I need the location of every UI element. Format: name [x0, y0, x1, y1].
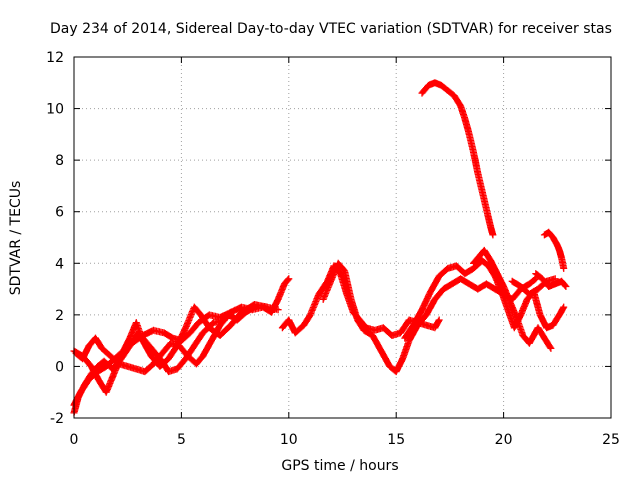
data-series — [401, 257, 568, 342]
series-markers — [401, 257, 568, 342]
x-tick-label: 15 — [387, 432, 405, 448]
y-tick-label: 0 — [55, 359, 64, 375]
x-tick-label: 25 — [602, 432, 620, 448]
x-axis-label: GPS time / hours — [281, 458, 398, 474]
y-tick-label: 4 — [55, 256, 64, 272]
y-tick-label: 2 — [55, 308, 64, 324]
data-points — [70, 79, 570, 417]
chart-title: Day 234 of 2014, Sidereal Day-to-day VTE… — [50, 21, 612, 37]
y-axis-label: SDTVAR / TECUs — [8, 181, 24, 296]
series-markers — [508, 275, 559, 298]
data-series — [319, 259, 540, 376]
series-markers — [470, 246, 555, 352]
x-tick-label: 20 — [495, 432, 513, 448]
data-series — [540, 228, 568, 272]
x-tick-label: 0 — [70, 432, 79, 448]
y-tick-label: -2 — [50, 411, 64, 427]
y-tick-label: 10 — [46, 102, 64, 118]
y-tick-label: 12 — [46, 50, 64, 66]
axes: 0 5 10 15 20 25 -2 0 2 4 6 8 10 12 — [46, 50, 620, 448]
x-tick-label: 5 — [177, 432, 186, 448]
x-tick-label: 10 — [280, 432, 298, 448]
data-series — [508, 275, 559, 298]
y-tick-label: 6 — [55, 205, 64, 221]
grid — [74, 57, 611, 418]
series-markers — [540, 228, 568, 272]
data-series — [418, 79, 497, 239]
series-markers — [319, 259, 540, 376]
plot-frame — [73, 56, 612, 419]
data-series — [470, 246, 555, 352]
y-tick-label: 8 — [55, 153, 64, 169]
series-markers — [418, 79, 497, 239]
